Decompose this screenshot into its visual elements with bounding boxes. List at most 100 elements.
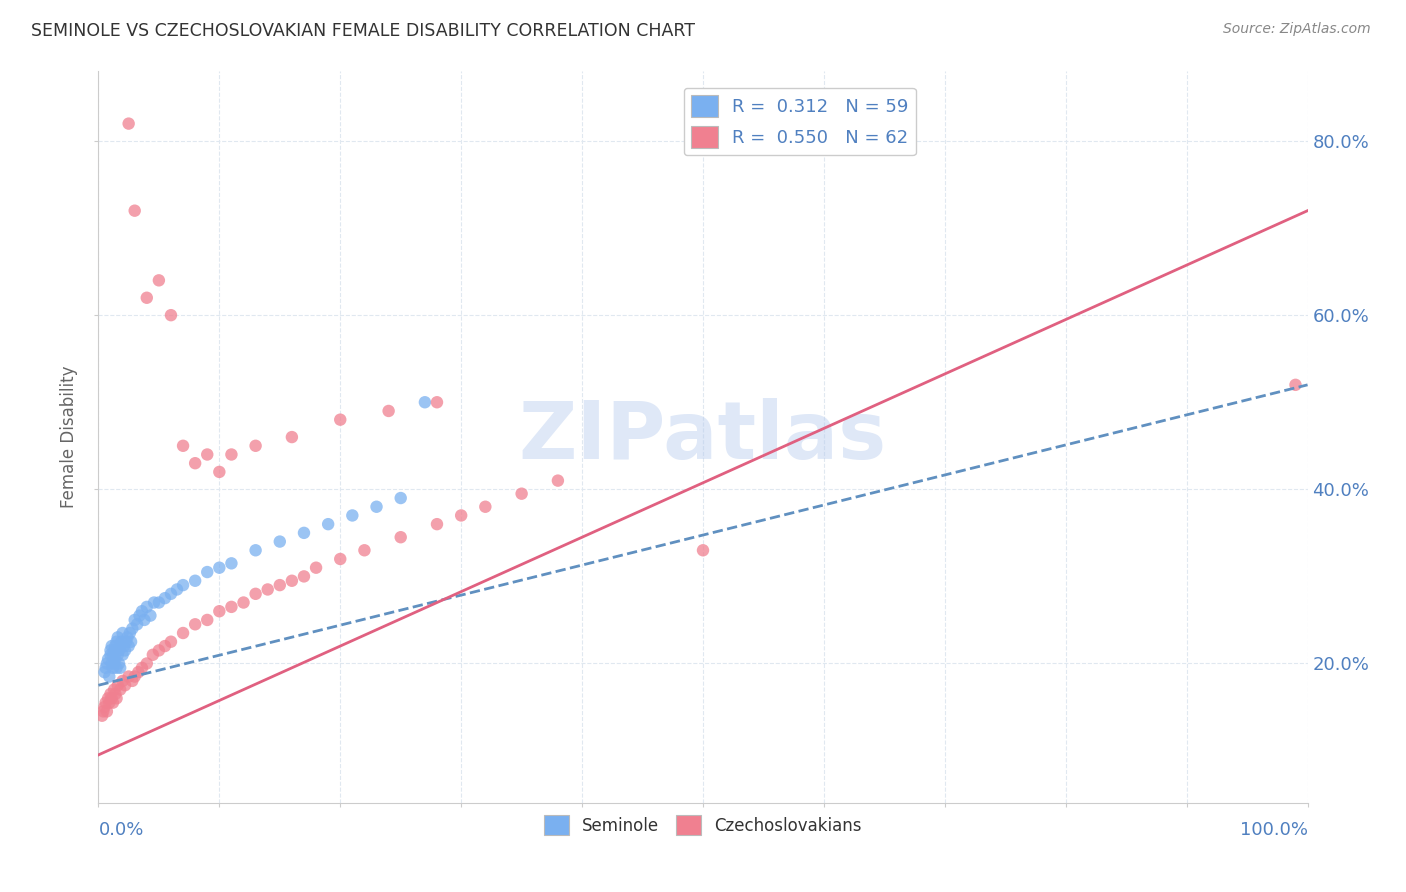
Point [100,657,122,671]
Point [94,696,117,710]
Point [98,696,121,710]
Point [108,661,131,675]
Point [143,595,166,609]
Point [148,595,170,609]
Point [426,395,449,409]
Point [281,430,304,444]
Point [96,705,118,719]
Point [281,574,304,588]
Point [93,700,115,714]
Point [221,448,243,462]
Point [108,657,131,671]
Point [269,578,291,592]
Text: SEMINOLE VS CZECHOSLOVAKIAN FEMALE DISABILITY CORRELATION CHART: SEMINOLE VS CZECHOSLOVAKIAN FEMALE DISAB… [31,22,695,40]
Point [208,465,231,479]
Point [121,622,143,636]
Point [269,534,291,549]
Point [184,574,207,588]
Point [100,691,122,706]
Point [107,648,129,662]
Point [101,648,124,662]
Point [124,203,146,218]
Point [118,639,141,653]
Point [111,673,134,688]
Point [208,604,231,618]
Point [120,634,142,648]
Point [105,691,128,706]
Point [94,661,117,675]
Point [135,291,157,305]
Point [153,591,176,606]
Point [413,395,436,409]
Point [110,634,132,648]
Point [128,608,150,623]
Point [474,500,496,514]
Point [134,613,156,627]
Point [342,508,364,523]
Point [124,613,146,627]
Point [389,530,412,544]
Point [172,626,194,640]
Point [148,273,170,287]
Text: Source: ZipAtlas.com: Source: ZipAtlas.com [1223,22,1371,37]
Point [100,639,122,653]
Point [103,643,125,657]
Point [208,560,231,574]
Text: 0.0%: 0.0% [98,821,143,839]
Point [184,617,207,632]
Text: 100.0%: 100.0% [1240,821,1308,839]
Point [118,626,141,640]
Point [108,643,131,657]
Point [221,599,243,614]
Point [124,669,146,683]
Legend: Seminole, Czechoslovakians: Seminole, Czechoslovakians [537,808,869,842]
Point [115,634,138,648]
Point [100,648,122,662]
Point [166,582,188,597]
Point [112,639,135,653]
Point [107,678,129,692]
Point [97,652,120,666]
Point [91,708,114,723]
Point [118,669,141,683]
Point [142,648,165,662]
Point [510,486,533,500]
Point [135,657,157,671]
Point [105,661,128,675]
Point [292,525,315,540]
Point [104,652,127,666]
Point [160,587,183,601]
Point [353,543,375,558]
Point [377,404,399,418]
Point [139,608,162,623]
Point [195,448,218,462]
Point [184,456,207,470]
Point [305,560,328,574]
Point [153,639,176,653]
Point [245,587,267,601]
Point [245,543,267,558]
Point [97,691,120,706]
Point [107,631,129,645]
Point [232,595,254,609]
Point [221,557,243,571]
Point [103,682,125,697]
Text: ZIPatlas: ZIPatlas [519,398,887,476]
Point [103,657,125,671]
Point [366,500,388,514]
Point [160,634,183,648]
Point [329,412,352,426]
Point [426,517,449,532]
Point [100,643,122,657]
Point [692,543,714,558]
Point [93,665,115,680]
Point [172,578,194,592]
Point [131,604,153,618]
Point [329,552,352,566]
Y-axis label: Female Disability: Female Disability [60,366,79,508]
Point [105,634,128,648]
Point [1284,377,1306,392]
Point [98,669,121,683]
Point [114,643,136,657]
Point [111,626,134,640]
